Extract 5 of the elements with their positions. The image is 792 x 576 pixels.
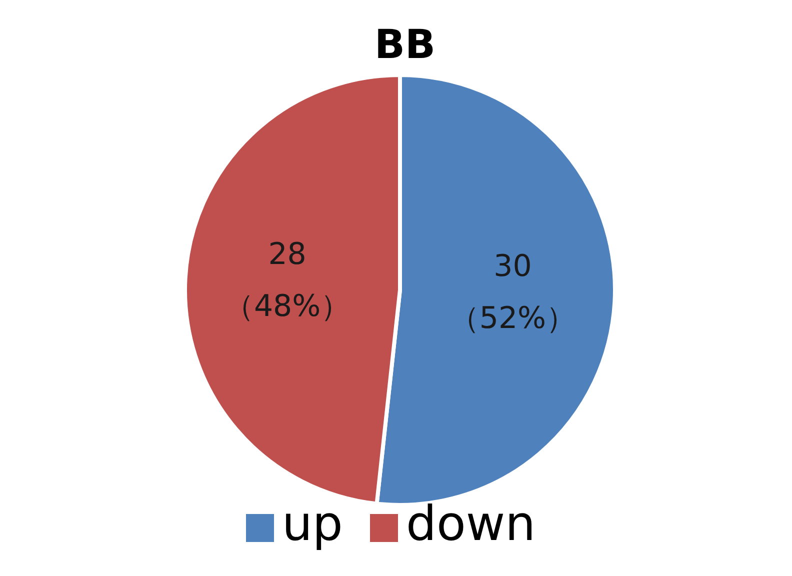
legend-label: up <box>282 496 343 552</box>
legend-label: down <box>406 496 536 552</box>
chart-title: BB <box>374 22 436 68</box>
data-label: 30 （52%） <box>449 248 576 336</box>
data-label: 28 （48%） <box>224 237 351 324</box>
